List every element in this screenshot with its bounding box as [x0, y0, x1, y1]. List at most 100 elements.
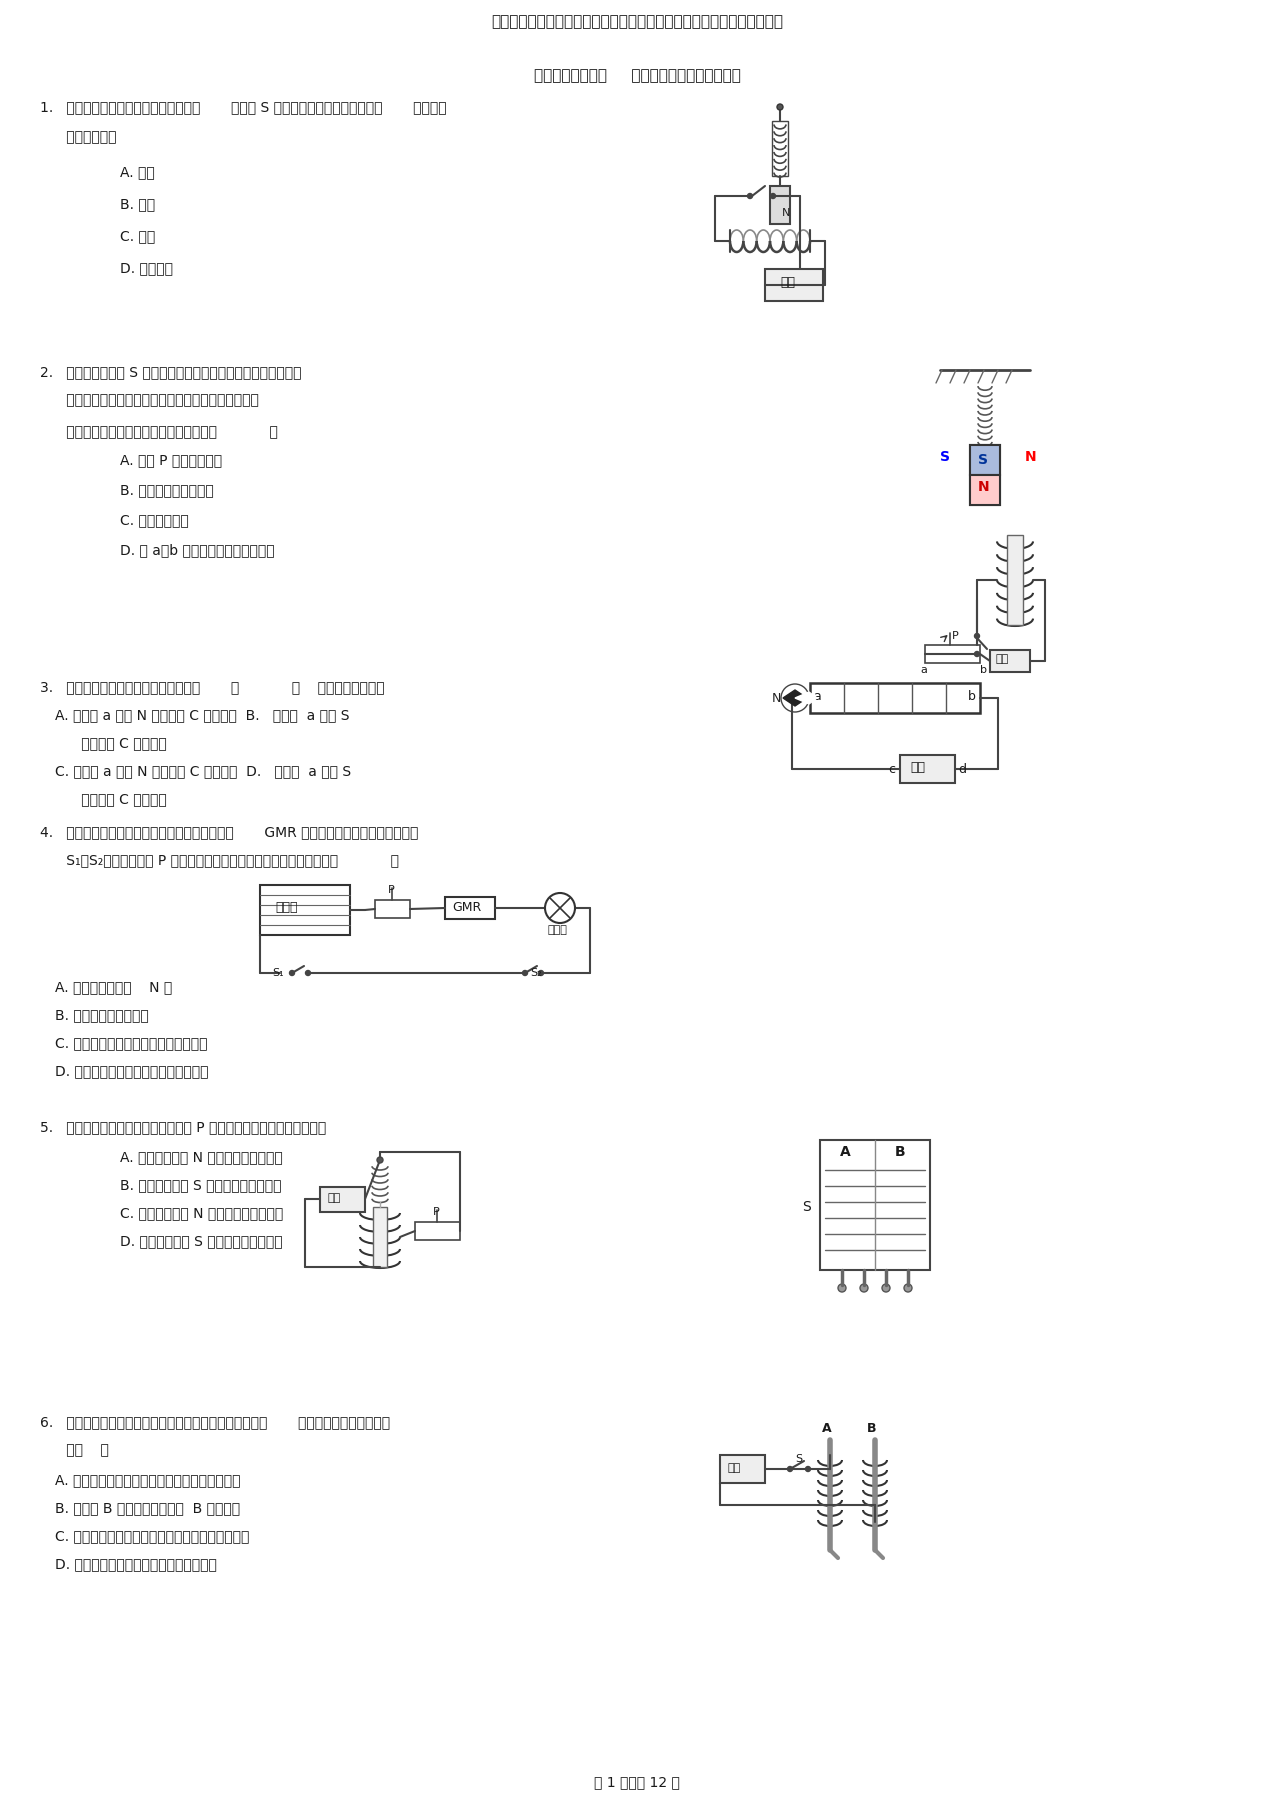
Polygon shape	[784, 689, 806, 705]
Text: A. 螺旋管 a 端为 N 极，电源 C 端为正极  B.   螺旋管  a 端为 S: A. 螺旋管 a 端为 N 极，电源 C 端为正极 B. 螺旋管 a 端为 S	[55, 707, 349, 722]
Circle shape	[975, 651, 980, 657]
Circle shape	[838, 1284, 846, 1292]
Bar	[810, 684, 980, 713]
Polygon shape	[795, 693, 817, 704]
Circle shape	[522, 971, 527, 976]
Circle shape	[882, 1284, 891, 1292]
Circle shape	[377, 1156, 383, 1164]
Bar	[445, 897, 496, 918]
Text: 电源: 电源	[327, 1192, 340, 1203]
Text: B. 右端: B. 右端	[120, 197, 155, 211]
Text: S₁、S₂均闭合且滑片 P 向左滑动的过程中，指示灯明显变亮。那么（            ）: S₁、S₂均闭合且滑片 P 向左滑动的过程中，指示灯明显变亮。那么（ ）	[39, 853, 399, 868]
Circle shape	[289, 971, 294, 976]
Text: A. 假设使电磁铁磁性增强，可向右移变阻器滑片: A. 假设使电磁铁磁性增强，可向右移变阻器滑片	[55, 1474, 241, 1486]
Circle shape	[771, 193, 776, 198]
Text: 3.   通电螺旋管旁的小磁针静止如下图，       （            ）    判断正确的选项是: 3. 通电螺旋管旁的小磁针静止如下图， （ ） 判断正确的选项是	[39, 680, 385, 695]
Bar	[772, 121, 789, 177]
Text: D. 螺线管上端是 S 极，电源左端是正极: D. 螺线管上端是 S 极，电源左端是正极	[120, 1234, 283, 1248]
Text: C. 不变: C. 不变	[120, 229, 155, 244]
Circle shape	[777, 105, 784, 110]
Text: 1.   如图弹簧测力计下端吊一条形磁铁，       当开关 S 闭合时弹簧测力计示数变大，       那么电源: 1. 如图弹簧测力计下端吊一条形磁铁， 当开关 S 闭合时弹簧测力计示数变大， …	[39, 99, 447, 114]
Text: N: N	[1026, 449, 1037, 464]
Text: 电源: 电源	[780, 276, 795, 289]
Text: B: B	[896, 1146, 906, 1158]
Text: d: d	[958, 763, 966, 776]
Text: B. 流过灯泡的电流减小: B. 流过灯泡的电流减小	[55, 1008, 149, 1023]
Text: 条形磁体处于静止状态后，下端位于螺线管的上方。: 条形磁体处于静止状态后，下端位于螺线管的上方。	[39, 393, 259, 408]
Text: C. 螺旋管 a 端为 N 极，电源 C 端为负极  D.   螺旋管  a 端为 S: C. 螺旋管 a 端为 N 极，电源 C 端为负极 D. 螺旋管 a 端为 S	[55, 765, 352, 778]
Text: c: c	[888, 763, 896, 776]
Text: S: S	[803, 1200, 810, 1214]
Text: P: P	[952, 631, 959, 640]
Text: D. 巨磁电阻的阻值随磁场的增强而减小: D. 巨磁电阻的阻值随磁场的增强而减小	[55, 1064, 209, 1079]
Text: 2.   如下图，上端为 S 极的条形磁体悬挂在一轻弹簧上。闭合开关: 2. 如下图，上端为 S 极的条形磁体悬挂在一轻弹簧上。闭合开关	[39, 364, 302, 379]
Bar	[970, 446, 1000, 505]
Bar	[764, 269, 823, 301]
Text: 5.   如下图，闭合电路开关后，将滑片 P 向左移动时弹簧缩短，那么（）: 5. 如下图，闭合电路开关后，将滑片 P 向左移动时弹簧缩短，那么（）	[39, 1120, 326, 1135]
Text: 电源: 电源	[727, 1463, 740, 1474]
Text: N: N	[782, 207, 790, 218]
Text: 极，电源 C 端为正极: 极，电源 C 端为正极	[55, 792, 167, 806]
Circle shape	[787, 1467, 792, 1472]
Bar	[260, 886, 350, 934]
Text: 以下措施可以使条形磁体向上运动的是（            ）: 以下措施可以使条形磁体向上运动的是（ ）	[39, 426, 278, 438]
Text: B. 在螺线管中插入铁芯: B. 在螺线管中插入铁芯	[120, 483, 214, 496]
Text: B. 电磁铁 B 线圈匝数多，通过  B 的电流小: B. 电磁铁 B 线圈匝数多，通过 B 的电流小	[55, 1501, 240, 1515]
Text: D. 无法判断: D. 无法判断	[120, 262, 173, 274]
Text: 电源: 电源	[995, 655, 1008, 664]
Circle shape	[860, 1284, 868, 1292]
Text: C. 螺线管上端是 N 极，电源左端是正极: C. 螺线管上端是 N 极，电源左端是正极	[120, 1207, 283, 1220]
Text: B. 螺线管上端是 S 极，电源右端是正极: B. 螺线管上端是 S 极，电源右端是正极	[120, 1178, 282, 1192]
Text: 第十六章电磁转换     汇编之安培定那么相关习题: 第十六章电磁转换 汇编之安培定那么相关习题	[534, 69, 740, 83]
Bar	[1006, 536, 1023, 624]
Bar	[820, 1140, 930, 1270]
Circle shape	[905, 1284, 912, 1292]
Bar	[899, 756, 956, 783]
Text: 是（    ）: 是（ ）	[39, 1443, 108, 1458]
Text: 的正极是（）: 的正极是（）	[39, 130, 116, 144]
Text: 极，电源 C 端为负极: 极，电源 C 端为负极	[55, 736, 167, 750]
Text: GMR: GMR	[452, 900, 482, 915]
Bar	[925, 646, 980, 664]
Text: C. 增大电源电压: C. 增大电源电压	[120, 512, 189, 527]
Text: 6.   某同学使用两个相同的大铁钉绕制成电磁铁进行实验，       如下图，以下说法正确的: 6. 某同学使用两个相同的大铁钉绕制成电磁铁进行实验， 如下图，以下说法正确的	[39, 1414, 390, 1429]
Text: S: S	[978, 453, 989, 467]
Bar	[320, 1187, 364, 1212]
Text: P: P	[433, 1207, 440, 1218]
Text: C. 电磁铁能吸引的大头针越多，说明它的磁性越强: C. 电磁铁能吸引的大头针越多，说明它的磁性越强	[55, 1530, 250, 1542]
Bar	[990, 649, 1029, 673]
Text: S: S	[940, 449, 950, 464]
Bar	[375, 900, 410, 918]
Text: b: b	[968, 689, 976, 704]
Text: 电源: 电源	[910, 761, 925, 774]
Circle shape	[306, 971, 311, 976]
Text: A. 左端: A. 左端	[120, 164, 154, 179]
Text: a: a	[813, 689, 820, 704]
Text: 江苏省苏科版初三物理下学期第十六章电磁转换汇编之安培定则相关习题: 江苏省苏科版初三物理下学期第十六章电磁转换汇编之安培定则相关习题	[490, 14, 784, 29]
Bar	[415, 1221, 460, 1239]
Text: N: N	[772, 693, 781, 705]
Text: 电磁铁: 电磁铁	[275, 900, 298, 915]
Text: S: S	[795, 1454, 803, 1465]
Bar	[720, 1456, 764, 1483]
Circle shape	[748, 193, 753, 198]
Bar	[970, 446, 1000, 474]
Text: A. 螺线管上端是 N 极，电源右端是正极: A. 螺线管上端是 N 极，电源右端是正极	[120, 1149, 283, 1164]
Bar	[970, 474, 1000, 505]
Text: 4.   如图是说明巨磁电阻特性的原理示意图，其中       GMR 是巨磁电阻。实验发现，当开关: 4. 如图是说明巨磁电阻特性的原理示意图，其中 GMR 是巨磁电阻。实验发现，当…	[39, 824, 418, 839]
Text: D. 将 a、b 间电源的正负极对换位置: D. 将 a、b 间电源的正负极对换位置	[120, 543, 275, 557]
Bar	[373, 1207, 387, 1266]
Text: C. 巨磁电阻的阻值随磁场的增强而增大: C. 巨磁电阻的阻值随磁场的增强而增大	[55, 1035, 208, 1050]
Text: 指示灯: 指示灯	[548, 925, 568, 934]
Text: S₁: S₁	[273, 969, 284, 978]
Circle shape	[805, 1467, 810, 1472]
Text: P: P	[389, 886, 395, 895]
Text: A. 滑片 P 向右缓慢移动: A. 滑片 P 向右缓慢移动	[120, 453, 222, 467]
Circle shape	[539, 971, 544, 976]
Text: D. 假设将两电磁铁上部靠近，会相互吸引: D. 假设将两电磁铁上部靠近，会相互吸引	[55, 1557, 217, 1571]
Text: A: A	[822, 1422, 832, 1434]
Text: S₂: S₂	[530, 969, 541, 978]
Text: b: b	[980, 666, 987, 675]
Circle shape	[975, 633, 980, 639]
Text: A: A	[840, 1146, 851, 1158]
